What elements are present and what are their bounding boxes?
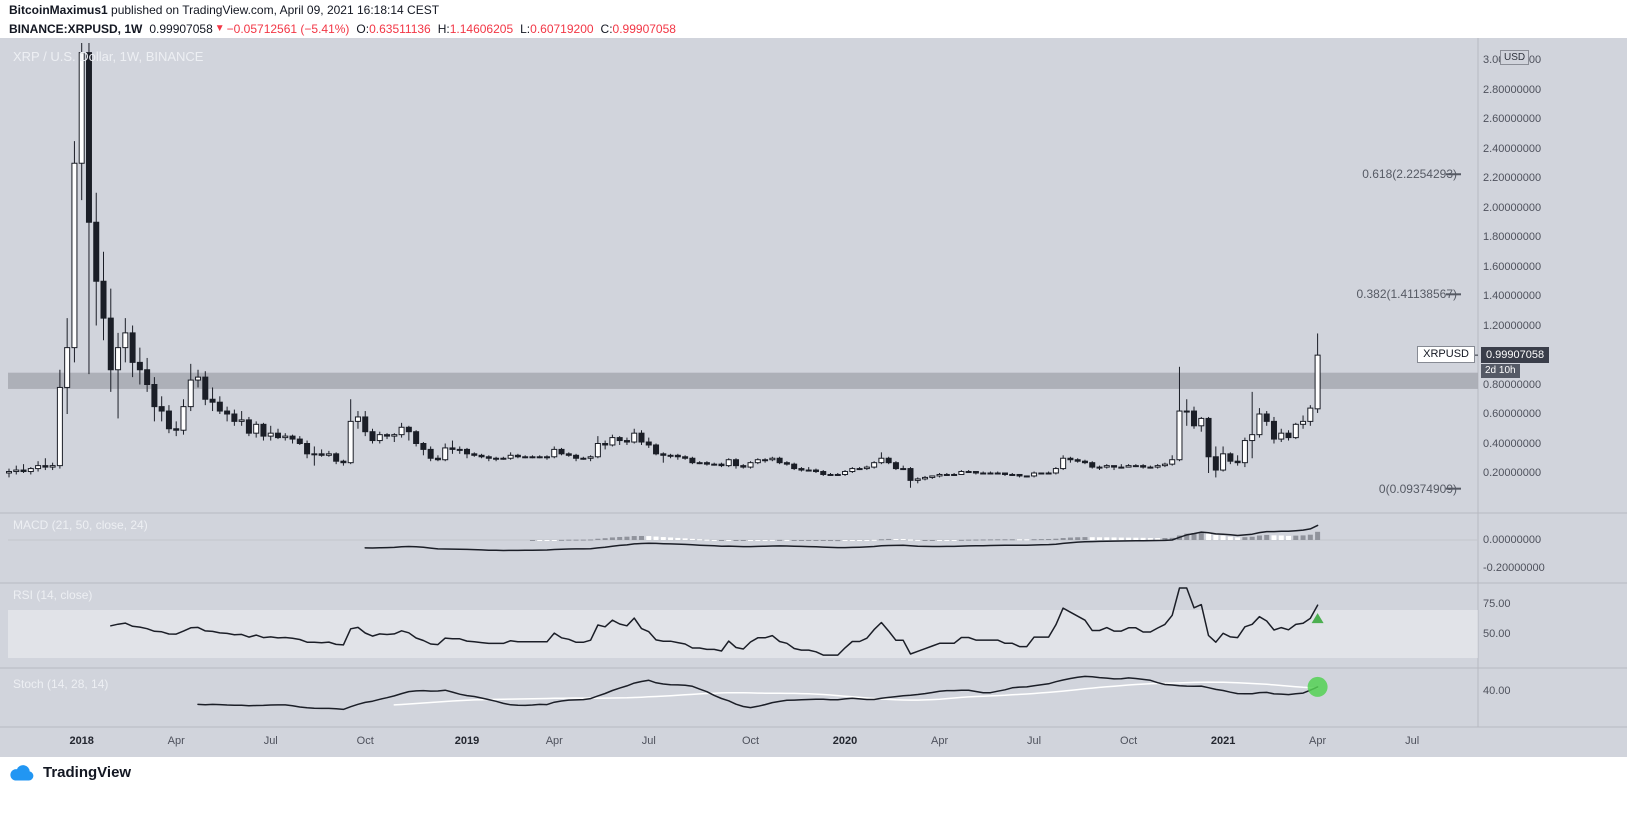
time-axis-label: Jul <box>1405 735 1420 747</box>
chart-watermark: XRP / U.S. Dollar, 1W, BINANCE <box>13 49 204 64</box>
time-axis-label: 2019 <box>454 735 480 747</box>
fib-level-label-0: 0(0.09374909) <box>1378 481 1457 496</box>
time-scale[interactable]: 2018 Apr Jul Oct 2019 Apr Jul Oct 2020 Apr Jul Oct 2… <box>0 727 1627 757</box>
fib-level-label-382: 0.382(1.41138567) <box>1356 287 1457 302</box>
currency-unit-label: USD <box>1500 50 1530 65</box>
close-label: C: <box>600 21 613 36</box>
high-value: 1.14606205 <box>449 21 514 36</box>
low-label: L: <box>520 21 531 36</box>
time-axis-label: 2018 <box>69 735 94 747</box>
stoch-pane-title: Stoch (14, 28, 14) <box>13 677 109 691</box>
footer: TradingView <box>0 757 1627 819</box>
high-label: H: <box>437 21 450 36</box>
tradingview-logo-icon <box>8 763 36 782</box>
tradingview-brand-text: TradingView <box>43 764 132 781</box>
last-price-value: 0.99907058 <box>149 21 213 36</box>
time-axis-label: Jul <box>641 735 656 747</box>
last-price-axis-label: 0.99907058 <box>1481 347 1550 364</box>
time-axis-label: Oct <box>1120 735 1138 747</box>
publish-timestamp: published on TradingView.com, April 09, … <box>107 2 440 17</box>
time-axis-label: Apr <box>167 735 185 747</box>
candle-countdown: 2d 10h <box>1481 364 1520 379</box>
time-axis-label: Jul <box>1027 735 1042 747</box>
publisher-name: BitcoinMaximus1 <box>9 2 108 17</box>
time-axis-label: Jul <box>263 735 278 747</box>
open-value: 0.63511136 <box>369 21 431 36</box>
time-axis-label: Oct <box>356 735 374 747</box>
open-label: O: <box>356 21 370 36</box>
time-axis-label: Oct <box>741 735 760 747</box>
time-axis-label: Apr <box>930 735 949 747</box>
time-axis-label: Apr <box>545 735 563 747</box>
close-value: 0.99907058 <box>612 21 676 36</box>
publish-info-bar: BitcoinMaximus1 published on TradingView… <box>0 0 1627 19</box>
macd-pane-title: MACD (21, 50, close, 24) <box>13 518 148 532</box>
price-line-symbol-tag: XRPUSD <box>1417 346 1475 364</box>
time-axis-label: Apr <box>1309 735 1327 747</box>
change-down-arrow-icon: ▼ <box>214 23 225 34</box>
symbol-name: BINANCE:XRPUSD, 1W <box>9 21 143 36</box>
symbol-info-bar: BINANCE:XRPUSD, 1W 0.99907058 ▼ −0.05712… <box>0 19 1627 38</box>
time-axis-label: 2020 <box>832 735 858 747</box>
fib-level-label-618: 0.618(2.2254293) <box>1362 167 1457 182</box>
low-value: 0.60719200 <box>530 21 594 36</box>
price-change: −0.05712561 (−5.41%) <box>226 21 350 36</box>
time-axis-label: 2021 <box>1210 735 1236 747</box>
tradingview-link[interactable]: TradingView <box>8 763 131 782</box>
rsi-pane-title: RSI (14, close) <box>13 588 93 602</box>
